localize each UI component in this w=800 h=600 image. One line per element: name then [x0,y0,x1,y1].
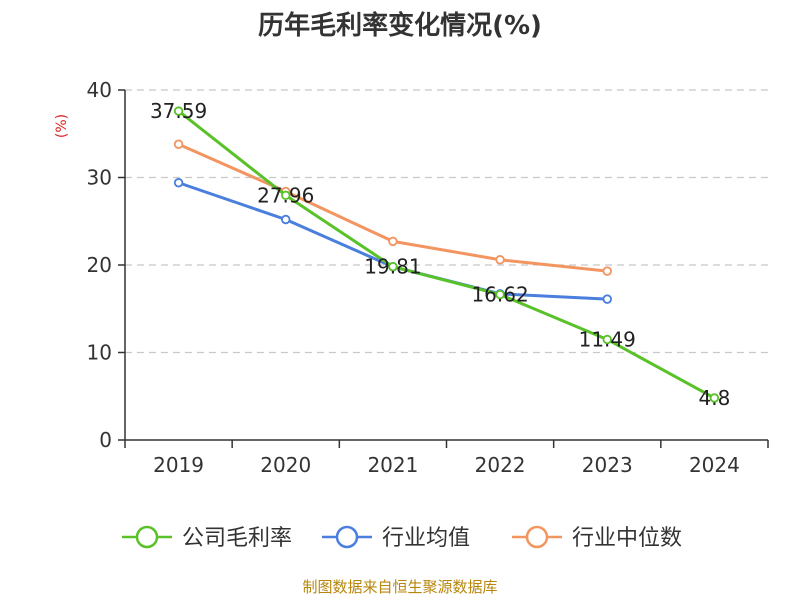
point-1-2023 [602,294,612,304]
legend-label-1: 行业均值 [382,526,470,551]
point-0-2021 [388,261,398,272]
legend: 公司毛利率 行业均值 行业中位数 [122,525,682,551]
legend-marker-1 [335,525,359,549]
series-line-0 [177,109,716,400]
data-labels: 37.59 27.96 19.81 16.62 11.49 4.8 [150,99,730,410]
x-tick-label-2024: 2024 [689,453,740,477]
legend-item-0: 公司毛利率 [122,525,292,551]
y-axis-unit: (%) [54,114,70,138]
chart-title: 历年毛利率变化情况(%) [258,10,542,41]
gridlines [125,89,768,354]
point-0-2024 [709,393,720,403]
data-label-2022: 16.62 [471,283,528,307]
point-0-2020 [281,190,291,201]
point-0-2022 [495,289,505,300]
y-tick-label-20: 20 [87,253,112,277]
point-1-2019 [173,178,184,188]
data-label-2021: 19.81 [364,255,421,279]
point-0-2023 [602,334,612,345]
series-group [173,106,720,403]
point-0-2019 [173,106,184,116]
x-tick-label-2021: 2021 [367,453,418,477]
axes: 0 10 20 30 40 2019 2020 2021 2022 2023 2024 [87,78,769,477]
legend-item-2: 行业中位数 [512,525,682,551]
series-0 [173,106,720,403]
legend-marker-0 [135,525,159,549]
data-label-2024: 4.8 [699,386,731,410]
source-note: 制图数据来自恒生聚源数据库 [302,578,497,596]
series-2 [173,139,612,276]
y-tick-label-40: 40 [87,78,112,102]
point-1-2020 [281,214,291,225]
x-tick-label-2019: 2019 [153,453,204,477]
x-tick-label-2022: 2022 [475,453,526,477]
x-tick-label-2023: 2023 [582,453,633,477]
legend-item-1: 行业均值 [322,525,470,551]
data-label-2023: 11.49 [579,327,636,351]
point-2-2023 [602,266,612,276]
point-2-2022 [495,255,505,265]
y-tick-label-10: 10 [87,341,112,365]
x-tick-label-2020: 2020 [260,453,311,477]
point-2-2021 [388,236,398,247]
y-tick-label-30: 30 [87,166,112,190]
legend-marker-2 [525,525,549,549]
point-2-2019 [173,139,184,149]
data-label-2019: 37.59 [150,99,207,123]
y-tick-label-0: 0 [99,428,112,452]
legend-label-0: 公司毛利率 [182,526,292,551]
data-label-2020: 27.96 [257,183,314,207]
legend-label-2: 行业中位数 [572,526,682,551]
